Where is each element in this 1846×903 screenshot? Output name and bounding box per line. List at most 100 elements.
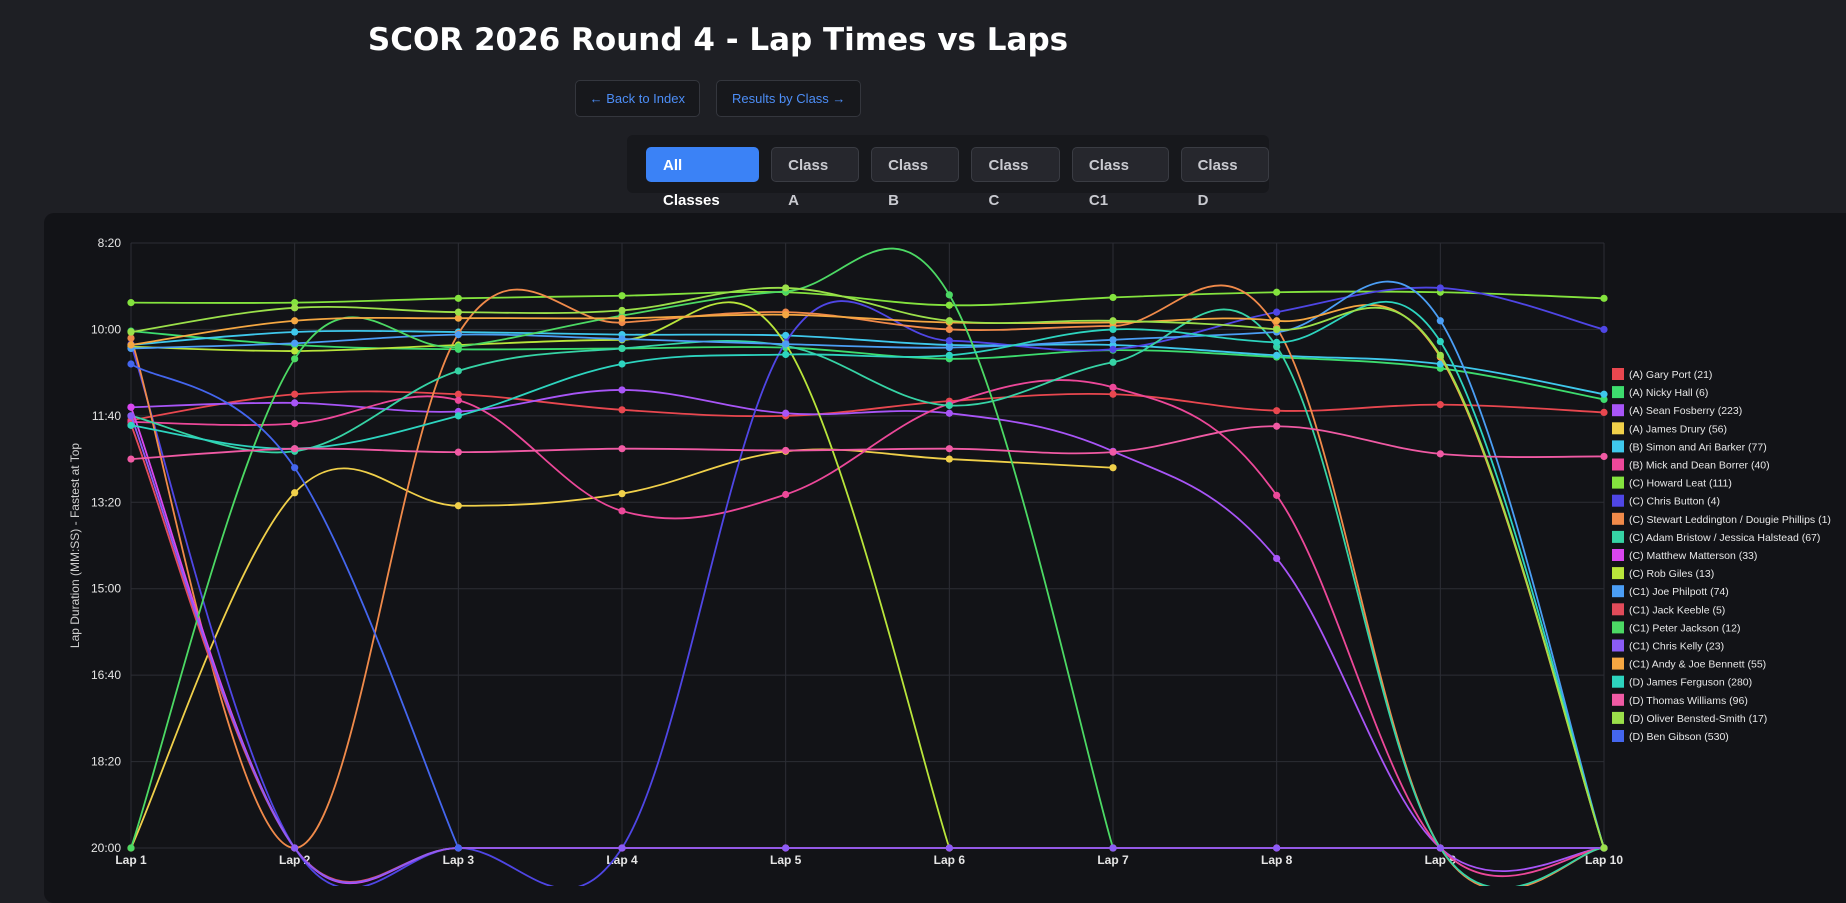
- data-point: [1600, 844, 1608, 852]
- data-point: [1109, 293, 1117, 302]
- data-point: [618, 507, 626, 515]
- y-tick-label: 13:20: [91, 495, 121, 509]
- legend-swatch: [1612, 440, 1624, 453]
- data-point: [291, 844, 299, 852]
- data-point: [782, 490, 790, 499]
- legend-swatch: [1612, 603, 1624, 616]
- data-point: [127, 403, 135, 411]
- data-point: [618, 844, 626, 852]
- data-point: [291, 299, 299, 307]
- legend-swatch: [1612, 693, 1624, 706]
- series-line: [130, 290, 1605, 307]
- series-line: [130, 301, 1605, 849]
- data-point: [1109, 383, 1117, 391]
- data-point: [1273, 338, 1281, 346]
- y-axis-title: Lap Duration (MM:SS) - Fastest at Top: [68, 443, 82, 649]
- legend-entry: (A) Nicky Hall (6): [1629, 387, 1708, 399]
- data-point: [1109, 390, 1117, 398]
- data-point: [1436, 317, 1444, 325]
- data-point: [945, 325, 953, 334]
- data-point: [1273, 351, 1281, 359]
- data-point: [1273, 844, 1281, 852]
- data-point: [945, 351, 953, 359]
- legend-entry: (C) Howard Leat (111): [1629, 478, 1732, 490]
- filter-class-a[interactable]: Class A: [771, 146, 860, 209]
- data-point: [945, 337, 953, 345]
- legend-swatch: [1612, 404, 1624, 417]
- data-point: [454, 294, 462, 302]
- data-point: [1436, 450, 1444, 458]
- data-point: [291, 399, 299, 407]
- series-line: [130, 379, 1605, 878]
- legend-entry: (A) Gary Port (21): [1629, 369, 1712, 381]
- series-line: [130, 284, 1605, 886]
- data-point: [1436, 351, 1444, 359]
- data-point: [618, 490, 626, 498]
- filter-class-b[interactable]: Class B: [871, 146, 960, 209]
- legend-swatch: [1612, 730, 1624, 742]
- legend-entry: (C) Rob Giles (13): [1629, 568, 1714, 580]
- data-point: [454, 396, 462, 404]
- data-point: [782, 311, 790, 319]
- y-tick-label: 16:40: [91, 668, 121, 682]
- series-line: [130, 448, 1114, 849]
- data-point: [291, 328, 299, 336]
- data-point: [291, 420, 299, 428]
- x-tick-label: Lap 1: [115, 853, 147, 867]
- y-tick-label: 18:20: [91, 755, 121, 769]
- data-point: [127, 341, 135, 349]
- legend-swatch: [1612, 386, 1624, 399]
- data-point: [454, 844, 462, 852]
- legend-entry: (C1) Joe Philpott (74): [1629, 586, 1729, 598]
- legend-entry: (C1) Andy & Joe Bennett (55): [1629, 659, 1766, 671]
- legend-entry: (C) Stewart Leddington / Dougie Phillips…: [1629, 514, 1831, 526]
- x-tick-label: Lap 7: [1097, 853, 1129, 867]
- data-point: [454, 367, 462, 375]
- legend-entry: (C1) Chris Kelly (23): [1629, 641, 1724, 653]
- filter-class-d[interactable]: Class D: [1180, 146, 1269, 209]
- data-point: [1600, 294, 1608, 302]
- data-point: [1436, 844, 1444, 852]
- data-point: [291, 355, 299, 363]
- data-point: [1436, 284, 1444, 292]
- data-point: [945, 409, 953, 417]
- back-to-index-button[interactable]: ← Back to Index: [574, 80, 700, 117]
- results-by-class-button[interactable]: Results by Class →: [715, 80, 862, 117]
- data-point: [618, 360, 626, 368]
- data-point: [1436, 337, 1444, 346]
- legend-swatch: [1612, 368, 1624, 380]
- filter-all-classes[interactable]: All Classes: [646, 146, 760, 209]
- legend-swatch: [1612, 585, 1624, 598]
- data-point: [291, 304, 299, 312]
- data-point: [1109, 358, 1117, 366]
- legend-swatch: [1612, 567, 1624, 580]
- data-point: [782, 284, 790, 292]
- data-point: [945, 317, 953, 325]
- series-line: [130, 390, 1605, 422]
- filter-class-c1[interactable]: Class C1: [1071, 146, 1169, 209]
- data-point: [127, 412, 135, 420]
- data-point: [618, 406, 626, 414]
- y-tick-label: 8:20: [98, 236, 122, 250]
- data-point: [1109, 448, 1117, 456]
- legend-swatch: [1612, 512, 1624, 525]
- data-point: [454, 412, 462, 420]
- y-tick-label: 15:00: [91, 582, 121, 596]
- filter-class-c[interactable]: Class C: [971, 146, 1060, 209]
- data-point: [782, 340, 790, 348]
- legend-entry: (C) Chris Button (4): [1629, 496, 1720, 508]
- legend-entry: (B) Mick and Dean Borrer (40): [1629, 460, 1770, 472]
- data-point: [127, 328, 135, 336]
- data-point: [454, 314, 462, 322]
- legend-entry: (D) James Ferguson (280): [1629, 677, 1752, 689]
- data-point: [1273, 317, 1281, 325]
- series-line: [130, 301, 951, 849]
- data-point: [618, 386, 626, 394]
- x-tick-label: Lap 6: [934, 853, 966, 867]
- x-tick-label: Lap 9: [1425, 853, 1457, 867]
- data-point: [1600, 395, 1608, 404]
- data-point: [782, 844, 790, 852]
- series-line: [130, 363, 460, 849]
- series-line: [130, 330, 1605, 401]
